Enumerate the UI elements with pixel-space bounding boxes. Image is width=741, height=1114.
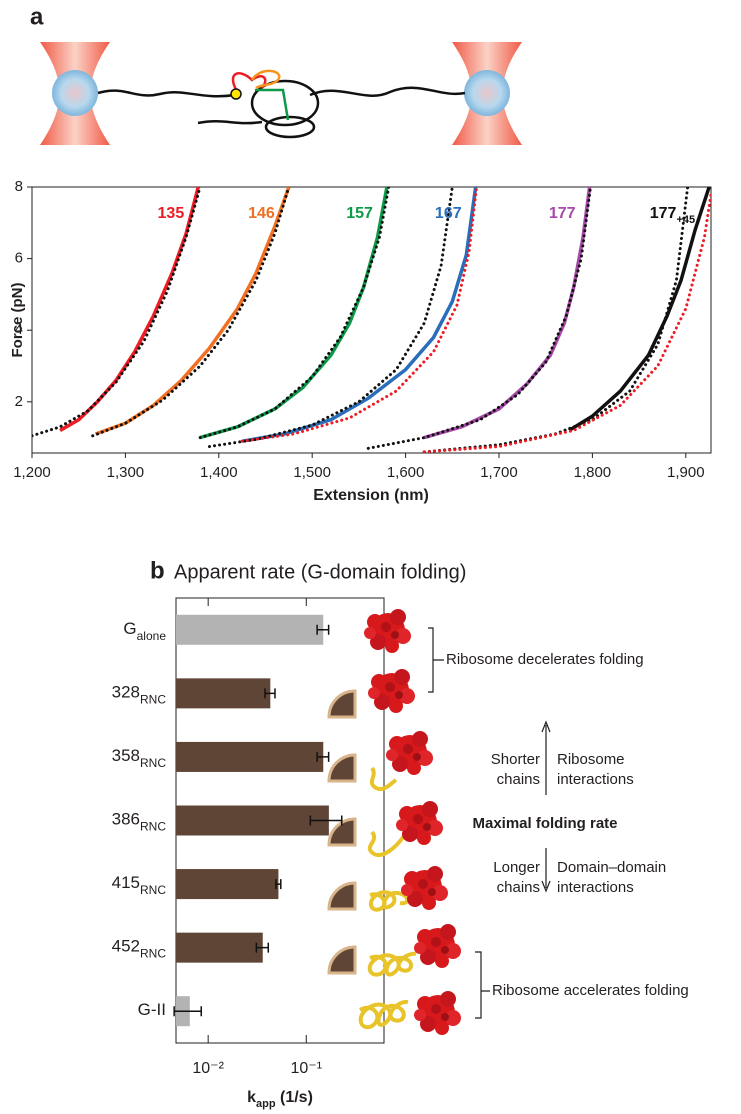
figure: a Force (pN) Extension (nm) b Apparent r… (0, 0, 741, 1114)
x-tick-label: 1,500 (293, 464, 331, 481)
data-line (424, 187, 589, 438)
annotation: Domain–domain (557, 859, 666, 876)
category-name: G-II (138, 1001, 166, 1020)
bar (176, 678, 270, 708)
category-sub: RNC (140, 883, 166, 897)
category-label: 415RNC (112, 874, 167, 898)
series-label: 146 (248, 205, 275, 222)
y-tick-label: 4 (15, 321, 23, 338)
bar (176, 742, 323, 772)
series-name: 157 (346, 205, 373, 222)
category-name: 358 (112, 746, 140, 765)
series-name: 135 (158, 205, 185, 222)
category-label: 358RNC (112, 746, 167, 770)
category-name: G (123, 619, 136, 638)
series-name-sub: +45 (676, 214, 695, 226)
category-sub: RNC (140, 756, 166, 770)
x-axis-title-rest: (1/s) (276, 1089, 313, 1106)
plot-area (32, 187, 711, 452)
optical-trap-diagram (40, 42, 522, 145)
annotation: Longer (493, 859, 540, 876)
category-name: 452 (112, 937, 140, 956)
y-tick-label: 6 (15, 250, 23, 267)
category-sub: alone (137, 629, 167, 643)
y-tick-label: 8 (15, 178, 23, 195)
series-label: 135 (158, 205, 185, 222)
bar (176, 933, 263, 963)
category-name: 415 (112, 874, 140, 893)
fit-line (368, 187, 590, 448)
x-axis-title: kapp (1/s) (247, 1089, 313, 1110)
series-name: 146 (248, 205, 275, 222)
category-name: 328 (112, 683, 140, 702)
x-tick-label: 10⁻¹ (290, 1060, 322, 1077)
data-line (60, 187, 198, 430)
y-tick-label: 2 (15, 393, 23, 410)
bar (176, 806, 329, 836)
bar (176, 615, 323, 645)
x-tick-label: 1,800 (574, 464, 612, 481)
annotation: interactions (557, 879, 634, 896)
data-line (96, 187, 289, 434)
category-label: Galone (123, 619, 166, 643)
x-axis-title-sub: app (256, 1098, 276, 1110)
x-axis-title: Extension (nm) (313, 487, 429, 504)
category-sub: RNC (140, 947, 166, 961)
annotation: Shorter (491, 751, 540, 768)
category-label: 452RNC (112, 937, 167, 961)
x-tick-label: 1,300 (107, 464, 145, 481)
fit-line (424, 187, 687, 452)
annotation: Ribosome decelerates folding (446, 651, 644, 668)
fit-line (32, 187, 200, 436)
series-label: 157 (346, 205, 373, 222)
category-sub: RNC (140, 820, 166, 834)
series-name: 167 (435, 205, 462, 222)
annotation: interactions (557, 771, 634, 788)
category-sub: RNC (140, 693, 166, 707)
bar (176, 869, 278, 899)
series-name: 177 (650, 205, 677, 222)
category-label: 328RNC (112, 683, 167, 707)
panel-label: b (150, 557, 165, 584)
series-name: 177 (549, 205, 576, 222)
x-tick-label: 1,200 (13, 464, 51, 481)
panel-label: a (30, 3, 44, 30)
fit-line (93, 187, 289, 436)
series-label: 177+45 (650, 205, 695, 226)
y-axis-title: Force (pN) (9, 282, 26, 357)
x-tick-label: 10⁻² (192, 1060, 224, 1077)
series-label: 177 (549, 205, 576, 222)
series-label: 167 (435, 205, 462, 222)
x-tick-label: 1,900 (667, 464, 705, 481)
annotation: chains (497, 771, 540, 788)
chart-title: Apparent rate (G-domain folding) (174, 561, 466, 583)
x-tick-label: 1,400 (200, 464, 238, 481)
annotation: Ribosome (557, 751, 625, 768)
category-label: G-II (138, 1001, 166, 1020)
x-tick-label: 1,600 (387, 464, 425, 481)
fit-line (424, 194, 711, 452)
plot-frame (32, 187, 711, 453)
annotation: Ribosome accelerates folding (492, 982, 689, 999)
category-name: 386 (112, 810, 140, 829)
x-tick-label: 1,700 (480, 464, 518, 481)
annotation: chains (497, 879, 540, 896)
category-label: 386RNC (112, 810, 167, 834)
x-axis-title-main: k (247, 1089, 256, 1106)
annotation: Maximal folding rate (472, 815, 617, 832)
fit-line (209, 187, 452, 447)
